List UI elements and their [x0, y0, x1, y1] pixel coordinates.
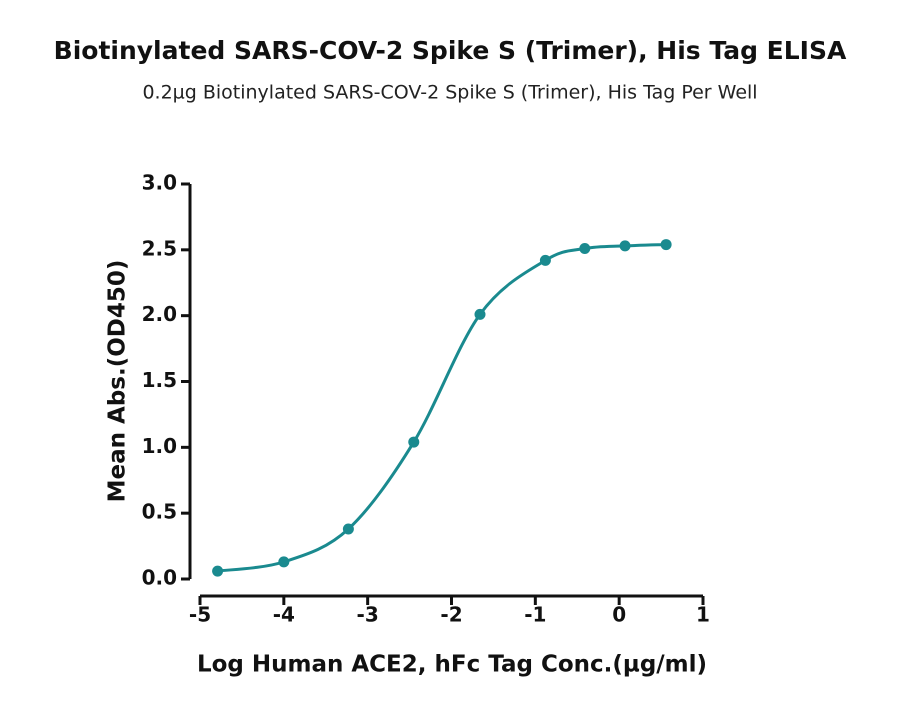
x-tick-label: -2: [440, 603, 462, 627]
y-axis-label: Mean Abs.(OD450): [105, 260, 131, 503]
data-point: [579, 243, 591, 255]
chart-title: Biotinylated SARS-COV-2 Spike S (Trimer)…: [54, 36, 847, 65]
data-point: [539, 254, 551, 266]
data-point: [212, 565, 224, 577]
y-tick-label: 0.0: [142, 566, 177, 590]
x-tick-label: -5: [189, 603, 211, 627]
data-point: [474, 308, 486, 320]
x-tick-label: -1: [524, 603, 546, 627]
y-tick-label: 2.5: [142, 236, 177, 260]
x-tick-label: 0: [612, 603, 626, 627]
data-point: [342, 523, 354, 535]
y-tick-label: 0.5: [142, 500, 177, 524]
x-tick-label: -4: [273, 603, 295, 627]
y-tick-label: 3.0: [142, 171, 177, 195]
data-point: [408, 436, 420, 448]
x-tick-label: -3: [357, 603, 379, 627]
chart-subtitle: 0.2µg Biotinylated SARS-COV-2 Spike S (T…: [142, 82, 757, 104]
x-tick-label: 1: [696, 603, 710, 627]
x-axis-label: Log Human ACE2, hFc Tag Conc.(µg/ml): [197, 652, 707, 678]
data-point: [619, 240, 631, 252]
y-tick-label: 1.0: [142, 434, 177, 458]
data-point: [278, 556, 290, 568]
y-tick-label: 2.0: [142, 302, 177, 326]
fit-curve: [217, 243, 667, 573]
data-point: [660, 239, 672, 251]
y-tick-label: 1.5: [142, 368, 177, 392]
